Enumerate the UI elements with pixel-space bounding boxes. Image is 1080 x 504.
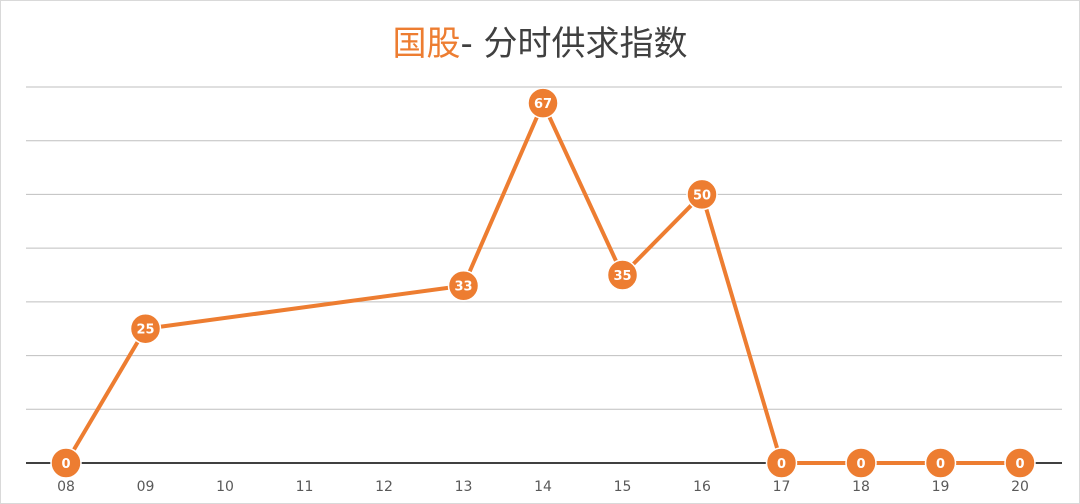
series-line-segment bbox=[541, 101, 625, 277]
data-point-label: 50 bbox=[693, 188, 711, 203]
x-tick-label: 09 bbox=[137, 479, 155, 495]
data-point-marker bbox=[686, 178, 718, 211]
x-tick-label: 18 bbox=[852, 479, 870, 495]
chart-title-accent: 国股 bbox=[392, 24, 461, 64]
chart-title: 国股- 分时供求指数 bbox=[0, 22, 1080, 66]
data-point-marker bbox=[606, 259, 639, 291]
data-point-marker bbox=[845, 447, 877, 479]
data-point-marker bbox=[129, 312, 162, 345]
chart-title-rest: - 分时供求指数 bbox=[460, 24, 688, 64]
data-point-label: 33 bbox=[454, 280, 472, 295]
data-point-label: 0 bbox=[856, 457, 865, 472]
x-tick-label: 13 bbox=[455, 479, 473, 495]
x-tick-label: 19 bbox=[932, 479, 950, 495]
data-point-label: 25 bbox=[136, 323, 154, 338]
x-tick-label: 20 bbox=[1011, 479, 1029, 495]
data-point-marker bbox=[1004, 447, 1036, 479]
series-line-segment bbox=[700, 192, 784, 465]
x-tick-label: 17 bbox=[773, 479, 791, 495]
data-point-label: 0 bbox=[777, 457, 786, 472]
series-line-segment bbox=[64, 326, 148, 465]
x-tick-label: 14 bbox=[534, 479, 552, 495]
series-line-segment bbox=[461, 101, 545, 288]
data-point-marker bbox=[765, 447, 798, 479]
data-point-marker bbox=[527, 87, 559, 119]
series-line-segment bbox=[620, 192, 704, 277]
data-point-label: 0 bbox=[936, 457, 945, 472]
data-point-label: 35 bbox=[613, 269, 631, 284]
x-tick-label: 10 bbox=[216, 479, 234, 495]
data-point-label: 0 bbox=[1015, 457, 1024, 472]
x-tick-label: 16 bbox=[693, 479, 711, 495]
data-point-marker bbox=[924, 447, 957, 479]
x-tick-label: 11 bbox=[296, 479, 314, 495]
data-point-label: 0 bbox=[61, 457, 70, 472]
x-tick-label: 15 bbox=[614, 479, 632, 495]
data-point-marker bbox=[447, 269, 480, 302]
data-point-marker bbox=[50, 447, 82, 479]
x-tick-label: 08 bbox=[57, 479, 75, 495]
x-tick-label: 12 bbox=[375, 479, 393, 495]
data-point-label: 67 bbox=[534, 97, 552, 112]
series-line-segment bbox=[143, 283, 466, 331]
